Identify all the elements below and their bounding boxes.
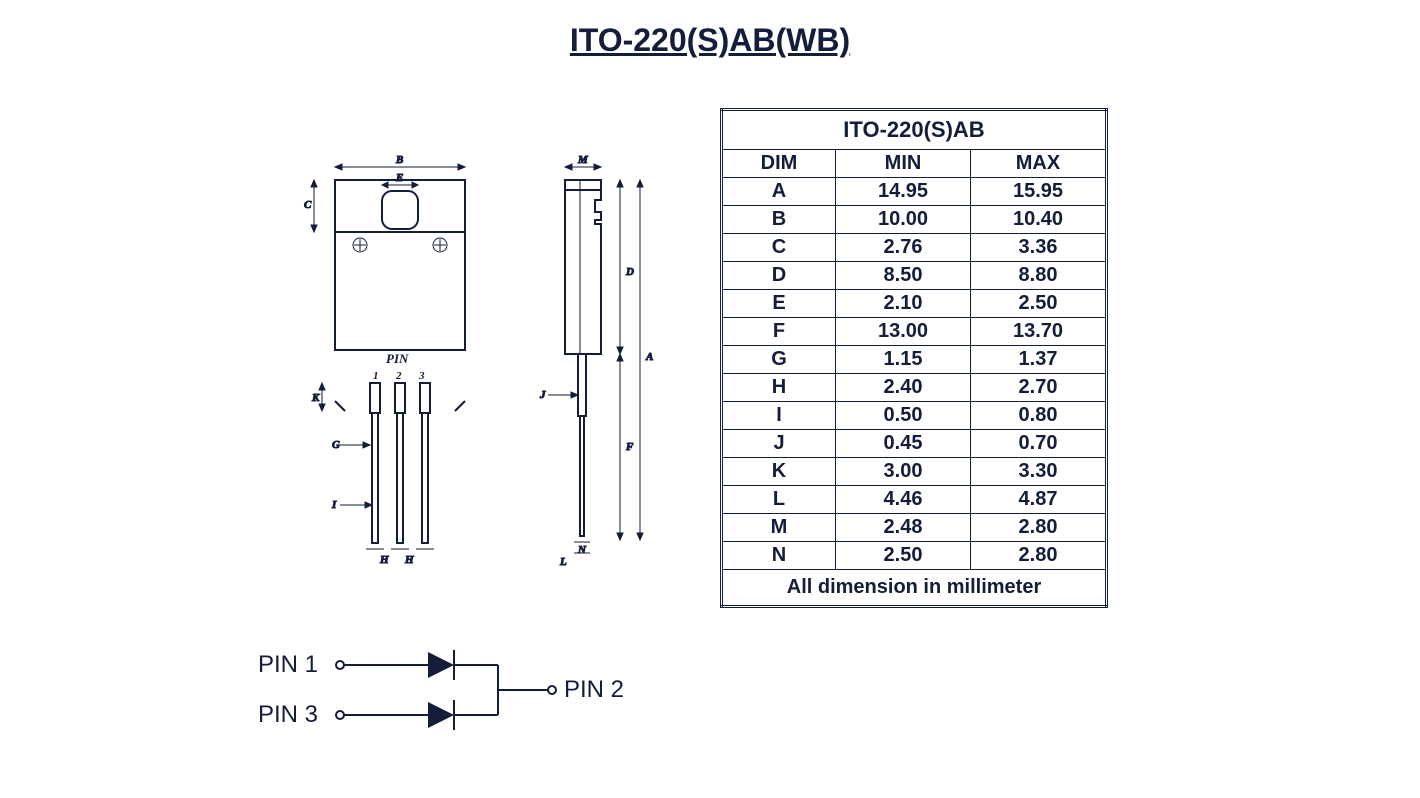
max-cell: 10.40 xyxy=(971,206,1107,234)
table-row: G1.151.37 xyxy=(722,346,1107,374)
table-header: ITO-220(S)AB xyxy=(722,110,1107,150)
max-cell: 2.70 xyxy=(971,374,1107,402)
svg-text:D: D xyxy=(625,266,634,278)
svg-text:C: C xyxy=(304,199,312,211)
svg-text:G: G xyxy=(332,439,340,451)
dim-cell: F xyxy=(722,318,836,346)
pin-number-2: 2 xyxy=(395,370,402,382)
pin-number-3: 3 xyxy=(418,370,425,382)
table-row: M2.482.80 xyxy=(722,514,1107,542)
dim-cell: I xyxy=(722,402,836,430)
col-header-max: MAX xyxy=(971,150,1107,178)
table-row: H2.402.70 xyxy=(722,374,1107,402)
max-cell: 2.80 xyxy=(971,514,1107,542)
svg-text:K: K xyxy=(311,392,320,404)
min-cell: 0.45 xyxy=(836,430,971,458)
svg-text:J: J xyxy=(539,389,546,401)
table-row: L4.464.87 xyxy=(722,486,1107,514)
svg-text:L: L xyxy=(559,556,567,568)
dim-cell: K xyxy=(722,458,836,486)
min-cell: 2.76 xyxy=(836,234,971,262)
pin2-label: PIN 2 xyxy=(564,676,624,703)
package-drawing-svg: PIN 1 2 3 B xyxy=(300,145,670,595)
min-cell: 2.50 xyxy=(836,542,971,570)
table-row: C2.763.36 xyxy=(722,234,1107,262)
min-cell: 13.00 xyxy=(836,318,971,346)
max-cell: 8.80 xyxy=(971,262,1107,290)
max-cell: 2.80 xyxy=(971,542,1107,570)
dim-cell: C xyxy=(722,234,836,262)
max-cell: 0.70 xyxy=(971,430,1107,458)
table-row: N2.502.80 xyxy=(722,542,1107,570)
min-cell: 3.00 xyxy=(836,458,971,486)
svg-text:F: F xyxy=(625,441,634,453)
svg-text:H: H xyxy=(404,554,414,566)
table-row: D8.508.80 xyxy=(722,262,1107,290)
table-row: E2.102.50 xyxy=(722,290,1107,318)
min-cell: 4.46 xyxy=(836,486,971,514)
min-cell: 2.48 xyxy=(836,514,971,542)
min-cell: 10.00 xyxy=(836,206,971,234)
max-cell: 4.87 xyxy=(971,486,1107,514)
dim-cell: H xyxy=(722,374,836,402)
svg-text:H: H xyxy=(379,554,389,566)
max-cell: 3.36 xyxy=(971,234,1107,262)
min-cell: 2.10 xyxy=(836,290,971,318)
max-cell: 2.50 xyxy=(971,290,1107,318)
dim-cell: B xyxy=(722,206,836,234)
table-row: A14.9515.95 xyxy=(722,178,1107,206)
col-header-min: MIN xyxy=(836,150,971,178)
min-cell: 8.50 xyxy=(836,262,971,290)
dim-cell: M xyxy=(722,514,836,542)
min-cell: 14.95 xyxy=(836,178,971,206)
max-cell: 13.70 xyxy=(971,318,1107,346)
pin-number-1: 1 xyxy=(373,370,379,382)
table-row: I0.500.80 xyxy=(722,402,1107,430)
table-row: F13.0013.70 xyxy=(722,318,1107,346)
dimension-table: ITO-220(S)AB DIM MIN MAX A14.9515.95B10.… xyxy=(720,108,1108,608)
table-row: J0.450.70 xyxy=(722,430,1107,458)
max-cell: 0.80 xyxy=(971,402,1107,430)
dim-cell: J xyxy=(722,430,836,458)
pin1-label: PIN 1 xyxy=(258,651,318,678)
svg-text:M: M xyxy=(577,154,589,166)
table-footer: All dimension in millimeter xyxy=(722,570,1107,607)
dim-cell: N xyxy=(722,542,836,570)
max-cell: 1.37 xyxy=(971,346,1107,374)
package-drawing: PIN 1 2 3 B xyxy=(300,145,670,595)
max-cell: 15.95 xyxy=(971,178,1107,206)
svg-text:I: I xyxy=(331,499,337,511)
table-row: B10.0010.40 xyxy=(722,206,1107,234)
page-title: ITO-220(S)AB(WB) xyxy=(570,22,850,59)
svg-text:A: A xyxy=(645,351,653,363)
min-cell: 0.50 xyxy=(836,402,971,430)
svg-text:E: E xyxy=(395,172,403,184)
dim-cell: L xyxy=(722,486,836,514)
svg-text:N: N xyxy=(577,544,587,556)
min-cell: 2.40 xyxy=(836,374,971,402)
pin-label: PIN xyxy=(386,351,409,366)
svg-text:B: B xyxy=(395,154,403,166)
dim-cell: A xyxy=(722,178,836,206)
pinout-diagram: PIN 1 PIN 3 PIN 2 xyxy=(258,640,658,760)
pin3-label: PIN 3 xyxy=(258,701,318,728)
dim-cell: D xyxy=(722,262,836,290)
table-row: K3.003.30 xyxy=(722,458,1107,486)
col-header-dim: DIM xyxy=(722,150,836,178)
dim-cell: G xyxy=(722,346,836,374)
max-cell: 3.30 xyxy=(971,458,1107,486)
dim-cell: E xyxy=(722,290,836,318)
min-cell: 1.15 xyxy=(836,346,971,374)
